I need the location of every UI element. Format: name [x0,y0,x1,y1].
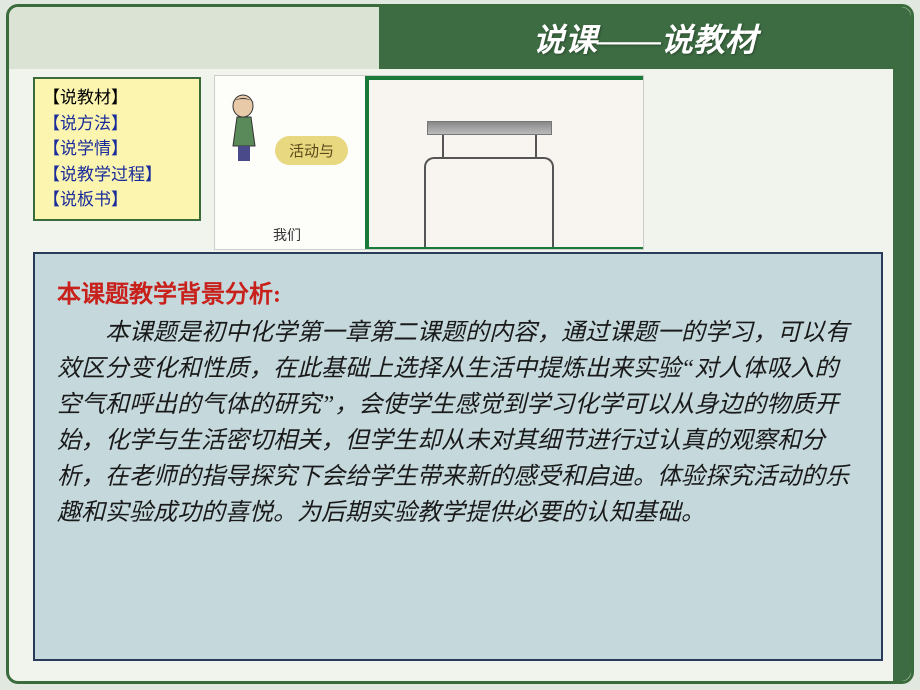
bottle-left [419,121,559,247]
activity-tag: 活动与 [275,136,348,165]
nav-item-process[interactable]: 【说教学过程】 [43,162,191,188]
content-body: 本课题是初中化学第一章第二课题的内容，通过课题一的学习，可以有效区分变化和性质，… [57,315,859,531]
nav-item-textbook[interactable]: 【说教材】 [43,85,191,111]
bottle-diagram-frame: 空 [365,76,644,250]
header-left-corner [9,7,379,69]
bottle-body [424,157,554,247]
content-heading: 本课题教学背景分析: [57,274,859,309]
nav-item-board[interactable]: 【说板书】 [43,187,191,213]
slide-title: 说课——说教材 [533,15,757,61]
right-border-strip [893,69,911,681]
slide-frame: 说课——说教材 【说教材】 【说方法】 【说学情】 【说教学过程】 【说板书】 … [6,4,914,684]
person-figure-icon [223,91,278,161]
textbook-image-area: 活动与 我们 空 [214,75,644,250]
bottle-cap-icon [427,121,552,135]
cutoff-text: 我们 [273,225,301,245]
bottle-neck [442,135,537,157]
nav-box: 【说教材】 【说方法】 【说学情】 【说教学过程】 【说板书】 [33,77,201,221]
content-panel: 本课题教学背景分析: 本课题是初中化学第一章第二课题的内容，通过课题一的学习，可… [33,252,883,661]
header-bar: 说课——说教材 [379,7,911,69]
nav-item-method[interactable]: 【说方法】 [43,111,191,137]
nav-item-students[interactable]: 【说学情】 [43,136,191,162]
